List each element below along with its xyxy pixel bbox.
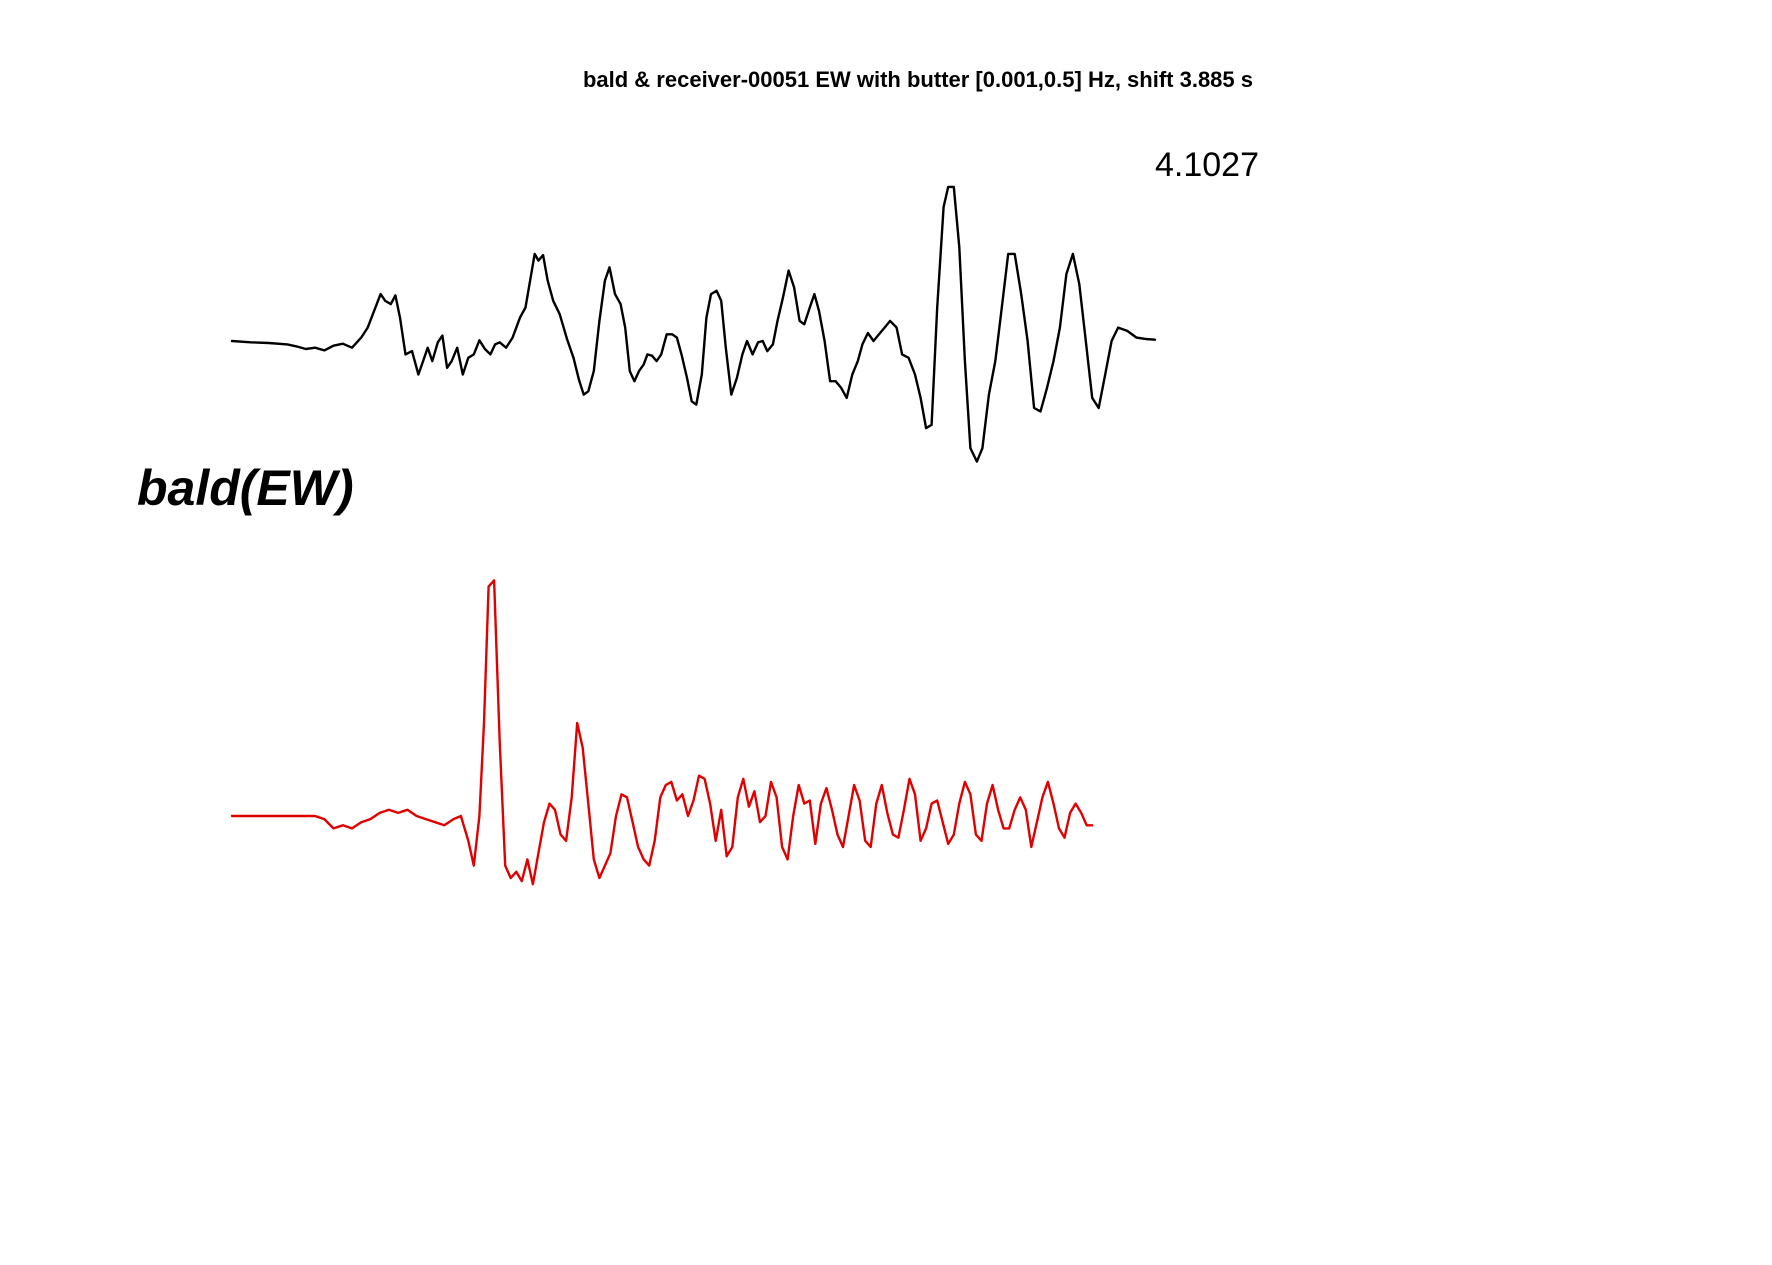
amplitude-label: 4.1027 xyxy=(1155,146,1259,184)
observed-waveform-trace xyxy=(230,185,1157,463)
station-label: bald(EW) xyxy=(137,460,354,516)
chart-title: bald & receiver-00051 EW with butter [0.… xyxy=(583,67,1253,92)
synthetic-waveform-trace xyxy=(230,579,1094,886)
